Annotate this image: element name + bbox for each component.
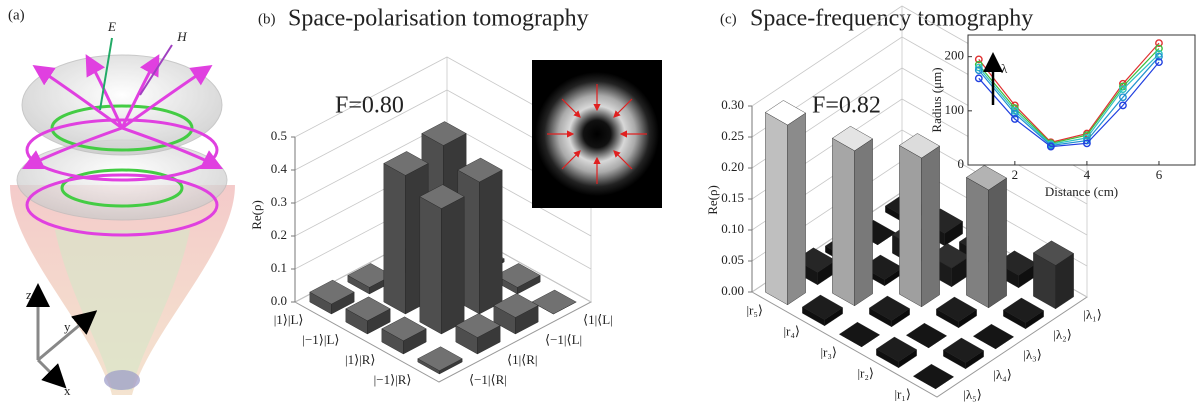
chart-title: Space-frequency tomography [750,6,1033,32]
z-tick-label: 0.20 [721,159,744,174]
panel-label: (a) [8,7,25,23]
z-tick-label: 0.25 [721,128,744,143]
row-label: |r₃⟩ [820,344,837,359]
chart-title: Space-polarisation tomography [288,6,589,32]
bar-face [899,145,921,306]
z-tick-label: 0.10 [721,221,744,236]
bar-face [441,197,464,334]
row-label: |r₁⟩ [894,386,911,401]
z-tick-label: 0.1 [271,260,287,275]
panel-label: (b) [258,11,276,27]
col-label: |λ₄⟩ [993,367,1012,382]
col-label: ⟨1|⟨L| [583,312,613,327]
axis-label-x: x [64,383,71,398]
axis-label-y: y [64,319,71,334]
row-label: |−1⟩|R⟩ [374,372,412,387]
h-label: H [176,29,187,44]
bar-face [855,139,873,306]
z-axis-label: Re(ρ) [249,200,264,230]
y-tick-label: 100 [945,102,965,117]
figure: (a) E H z y x (b) Space-polarisation tomo… [0,0,1200,409]
col-label: ⟨−1|⟨R| [469,372,507,387]
axis-label-z: z [26,287,32,302]
annotation: F=0.82 [812,93,881,119]
row-label: |1⟩|R⟩ [345,352,376,367]
col-label: |λ₅⟩ [963,387,982,402]
x-tick-label: 4 [1084,167,1091,182]
row-label: |r₂⟩ [857,365,874,380]
bar-face [788,113,806,305]
col-label: ⟨1|⟨R| [507,352,538,367]
z-tick-label: 0.5 [271,128,287,143]
z-tick-label: 0.00 [721,283,744,298]
row-label: |1⟩|L⟩ [274,312,304,327]
annotation: F=0.80 [335,93,404,119]
row-label: |−1⟩|L⟩ [302,332,339,347]
z-tick-label: 0.3 [271,194,287,209]
e-label: E [107,19,116,34]
z-axis-label: Re(ρ) [705,185,720,215]
annotation: λ [1001,61,1008,76]
bar-face [420,197,442,334]
col-label: |λ₁⟩ [1083,307,1102,322]
x-tick-label: 2 [1012,167,1019,182]
z-tick-label: 0.30 [721,97,744,112]
y-axis-label: Radius (μm) [929,67,944,132]
beam-waist [104,370,140,390]
bar-face [966,177,988,307]
z-tick-label: 0.15 [721,190,744,205]
col-label: |λ₂⟩ [1053,327,1072,342]
col-label: |λ₃⟩ [1023,347,1042,362]
col-label: ⟨−1|⟨L| [545,332,582,347]
bar-face [989,178,1007,308]
x-axis-label: Distance (cm) [1045,184,1118,199]
y-tick-label: 0 [958,156,965,171]
panel-label: (c) [720,11,737,27]
x-tick-label: 6 [1156,167,1163,182]
z-tick-label: 0.05 [721,252,744,267]
illustration: (a) E H z y x [8,7,235,398]
z-tick-label: 0.2 [271,227,287,242]
bar-face [922,146,940,307]
beam-image [532,60,662,208]
bar-face [765,112,787,304]
row-label: |r₄⟩ [783,323,800,338]
row-label: |r₅⟩ [746,302,763,317]
bar-face [832,138,854,306]
z-tick-label: 0.4 [271,161,288,176]
bar-face [479,170,502,314]
bar-face [384,163,406,314]
z-tick-label: 0.0 [271,293,287,308]
y-tick-label: 200 [945,48,965,63]
